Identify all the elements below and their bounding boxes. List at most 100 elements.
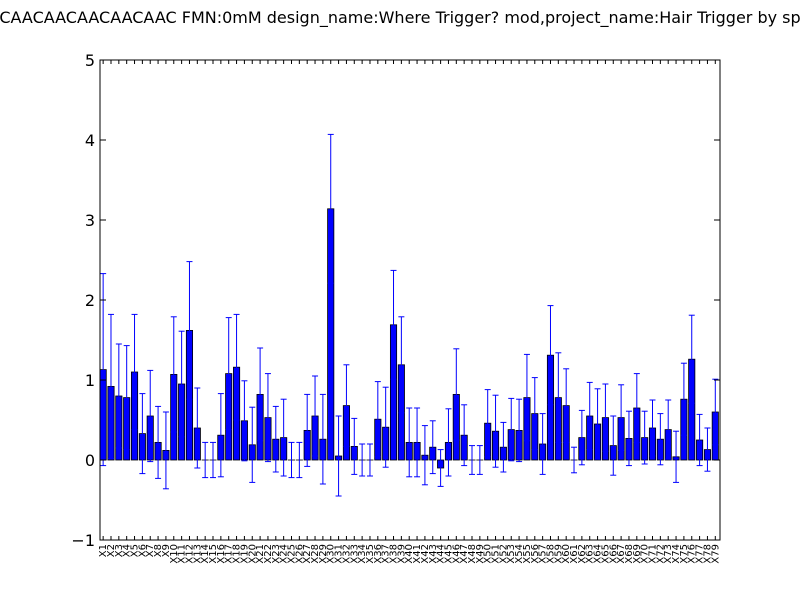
errorbar-X79 bbox=[712, 378, 719, 446]
x-tick-label: X74 bbox=[671, 544, 682, 564]
errorbar-X7 bbox=[147, 369, 154, 463]
errorbar-X43 bbox=[429, 420, 436, 475]
errorbar-X66 bbox=[610, 415, 617, 476]
errorbar-X61 bbox=[571, 446, 578, 474]
x-tick-label: X50 bbox=[483, 544, 494, 564]
errorbar-X50 bbox=[484, 389, 491, 458]
x-tick: X53 bbox=[506, 60, 517, 564]
errorbar-X76 bbox=[688, 314, 695, 404]
x-tick-label: X72 bbox=[655, 544, 666, 564]
x-tick-label: X47 bbox=[459, 544, 470, 564]
x-tick: X77 bbox=[695, 60, 706, 564]
x-tick-label: X9 bbox=[161, 544, 172, 557]
x-tick: X68 bbox=[624, 60, 635, 564]
x-tick-label: X44 bbox=[436, 544, 447, 564]
errorbar-X16 bbox=[217, 393, 224, 478]
x-tick-label: X17 bbox=[224, 544, 235, 564]
x-tick-label: X68 bbox=[624, 544, 635, 564]
errorbar-X29 bbox=[319, 393, 326, 485]
y-tick: 1 bbox=[85, 371, 720, 390]
errorbar-X67 bbox=[618, 384, 625, 451]
x-tick-label: X54 bbox=[514, 544, 525, 564]
errorbar-X74 bbox=[673, 430, 680, 483]
errorbar-X1 bbox=[100, 273, 107, 467]
x-tick: X19 bbox=[239, 60, 250, 564]
errorbar-X48 bbox=[469, 445, 475, 475]
x-tick-label: X61 bbox=[569, 544, 580, 564]
x-tick-label: X60 bbox=[561, 544, 572, 564]
x-tick: X26 bbox=[294, 60, 305, 564]
x-tick-label: X62 bbox=[577, 544, 588, 564]
x-tick-label: X29 bbox=[318, 544, 329, 564]
x-tick: X39 bbox=[396, 60, 407, 564]
x-tick-label: X24 bbox=[279, 544, 290, 564]
errorbar-X57 bbox=[539, 413, 546, 475]
errorbar-X28 bbox=[312, 375, 319, 457]
x-tick-label: X21 bbox=[255, 544, 266, 564]
x-tick: X72 bbox=[655, 60, 666, 564]
x-tick-label: X46 bbox=[451, 544, 462, 564]
errorbar-X58 bbox=[547, 305, 554, 406]
errorbar-X46 bbox=[453, 348, 460, 441]
x-tick: X28 bbox=[310, 60, 321, 564]
x-tick-label: X56 bbox=[530, 544, 541, 564]
x-tick-label: X22 bbox=[263, 544, 274, 564]
y-tick-label: 4 bbox=[85, 131, 95, 150]
x-tick-label: X78 bbox=[702, 544, 713, 564]
errorbar-X77 bbox=[696, 413, 703, 467]
x-tick-label: X73 bbox=[663, 544, 674, 564]
x-tick-label: X6 bbox=[137, 544, 148, 557]
x-tick-label: X38 bbox=[389, 544, 400, 564]
errorbar-X10 bbox=[170, 316, 177, 433]
x-tick: X79 bbox=[710, 60, 721, 564]
x-tick: X5 bbox=[130, 60, 141, 557]
y-tick: 3 bbox=[85, 211, 720, 230]
errorbar-X8 bbox=[155, 405, 162, 479]
chart-title: CAACAACAACAACAAC FMN:0mM design_name:Whe… bbox=[0, 8, 800, 27]
y-tick: 4 bbox=[85, 131, 720, 150]
x-tick-label: X25 bbox=[286, 544, 297, 564]
errorbar-X47 bbox=[461, 404, 468, 467]
errorbar-X70 bbox=[641, 410, 648, 465]
x-tick-label: X20 bbox=[247, 544, 258, 564]
x-tick-label: X26 bbox=[294, 544, 305, 564]
x-tick-label: X64 bbox=[593, 544, 604, 564]
x-tick: X76 bbox=[687, 60, 698, 564]
errorbar-X75 bbox=[680, 362, 687, 436]
x-tick-label: X37 bbox=[381, 544, 392, 564]
x-tick: X65 bbox=[600, 60, 611, 564]
x-tick: X24 bbox=[279, 60, 290, 564]
x-axis: X1X2X3X4X5X6X7X8X9X10X11X12X13X14X15X16X… bbox=[98, 60, 721, 564]
errorbar-X18 bbox=[233, 313, 240, 421]
x-tick-label: X10 bbox=[169, 544, 180, 564]
errorbar-X20 bbox=[249, 406, 256, 483]
x-tick-label: X71 bbox=[648, 544, 659, 564]
x-tick-label: X23 bbox=[271, 544, 282, 564]
x-tick-label: X69 bbox=[632, 544, 643, 564]
x-tick-label: X5 bbox=[130, 544, 141, 557]
errorbar-X33 bbox=[351, 417, 358, 475]
x-tick: X6 bbox=[137, 60, 148, 557]
x-tick-label: X48 bbox=[467, 544, 478, 564]
y-tick-label: −1 bbox=[71, 531, 95, 550]
x-tick: X55 bbox=[522, 60, 533, 564]
x-tick-label: X13 bbox=[192, 544, 203, 564]
errorbar-X17 bbox=[225, 317, 232, 431]
x-tick-label: X28 bbox=[310, 544, 321, 564]
x-tick: X32 bbox=[341, 60, 352, 564]
errorbar-X2 bbox=[107, 313, 114, 459]
errorbar-X51 bbox=[492, 394, 499, 468]
x-tick: X8 bbox=[153, 60, 164, 557]
x-tick: X22 bbox=[263, 60, 274, 564]
x-tick: X70 bbox=[640, 60, 651, 564]
x-tick-label: X35 bbox=[365, 544, 376, 564]
x-tick-label: X12 bbox=[184, 544, 195, 564]
x-tick: X40 bbox=[404, 60, 415, 564]
x-tick: X63 bbox=[585, 60, 596, 564]
y-axis: −1 0 1 2 3 4 5 bbox=[71, 51, 720, 550]
x-tick: X44 bbox=[436, 60, 447, 564]
x-tick: X42 bbox=[420, 60, 431, 564]
errorbar-X65 bbox=[602, 383, 609, 452]
y-tick-label: 1 bbox=[85, 371, 95, 390]
